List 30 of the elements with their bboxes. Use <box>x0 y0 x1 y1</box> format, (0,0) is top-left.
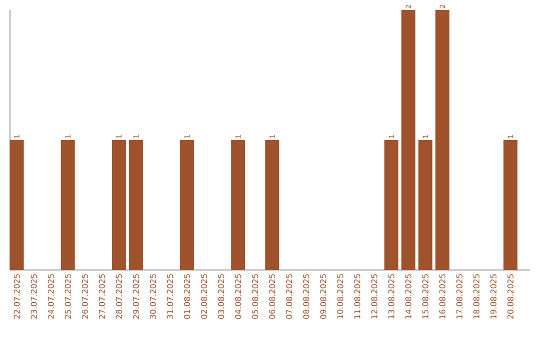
x-tick-label: 16.08.2025 <box>439 274 446 318</box>
x-tick-label: 01.08.2025 <box>184 274 190 319</box>
x-tick-label: 28.07.2025 <box>116 274 122 319</box>
x-tick-label: 26.07.2025 <box>82 274 88 319</box>
x-tick-label: 06.08.2025 <box>269 274 276 319</box>
x-tick-label: 04.08.2025 <box>235 274 242 319</box>
x-tick-label: 05.08.2025 <box>252 274 258 319</box>
x-tick-label: 10.08.2025 <box>337 274 344 318</box>
x-tick-label: 17.08.2025 <box>456 274 462 318</box>
x-tick-label: 25.07.2025 <box>64 274 71 319</box>
x-tick-label: 03.08.2025 <box>218 274 224 319</box>
x-tick-label: 13.08.2025 <box>388 274 394 318</box>
x-tick-label: 07.08.2025 <box>286 274 292 319</box>
x-tick-label: 23.07.2025 <box>30 274 37 319</box>
x-tick-label: 29.07.2025 <box>132 274 139 319</box>
x-tick-label: 24.07.2025 <box>48 274 54 319</box>
x-tick-label: 08.08.2025 <box>303 274 310 319</box>
x-tick-label: 11.08.2025 <box>354 274 360 318</box>
x-tick-label: 15.08.2025 <box>422 274 428 318</box>
x-tick-label: 30.07.2025 <box>150 274 156 319</box>
x-tick-label: 22.07.2025 <box>14 274 20 319</box>
x-tick-label: 02.08.2025 <box>201 274 208 319</box>
x-tick-label: 31.07.2025 <box>166 274 174 319</box>
x-tick-label: 27.07.2025 <box>98 274 105 319</box>
x-tick-label: 12.08.2025 <box>371 274 378 318</box>
x-tick-label: 19.08.2025 <box>490 274 496 318</box>
x-tick-label: 20.08.2025 <box>507 274 514 319</box>
x-tick-label: 14.08.2025 <box>405 274 412 318</box>
x-tick-label: 09.08.2025 <box>320 274 326 319</box>
x-tick-label: 18.08.2025 <box>473 274 480 318</box>
